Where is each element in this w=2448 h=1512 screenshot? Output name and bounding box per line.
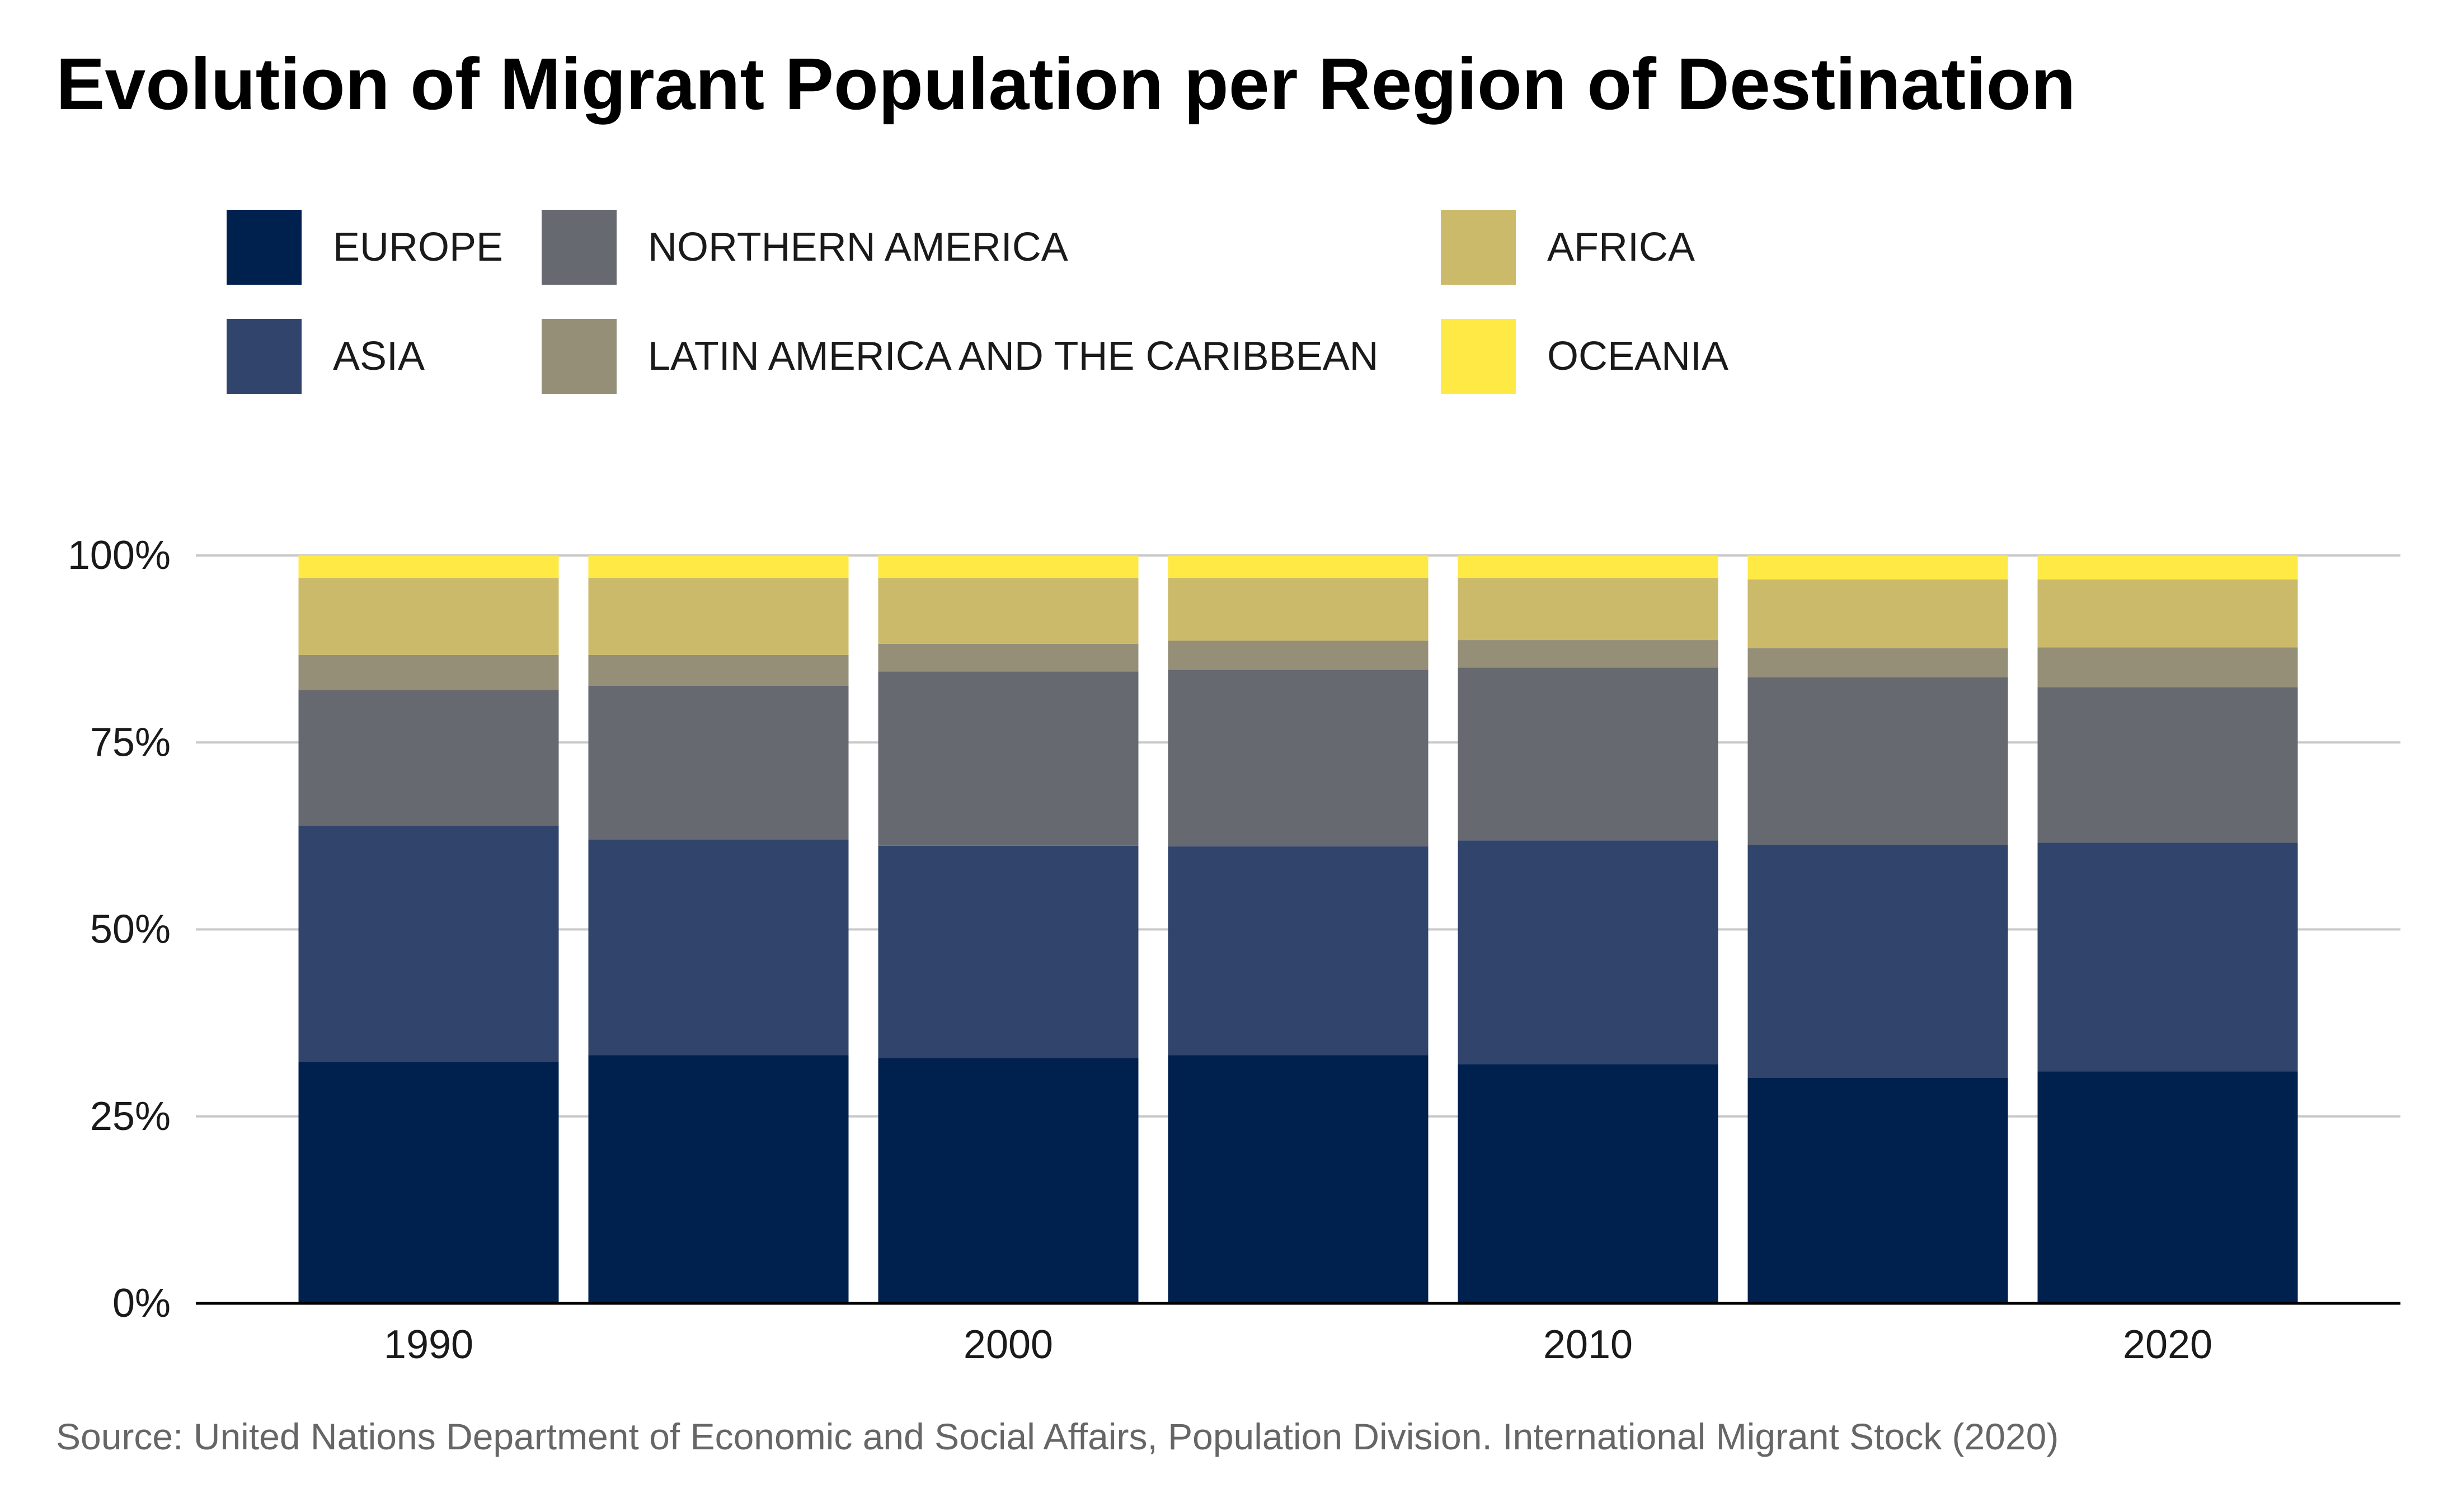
bar-europe-2015: [1747, 1077, 2008, 1303]
bar-oceania-2000: [878, 555, 1139, 578]
bar-latin-america-and-the-caribbean-2015: [1747, 648, 2008, 677]
bar-europe-2000: [878, 1058, 1139, 1303]
x-tick-label: 1990: [384, 1322, 473, 1367]
bar-oceania-2005: [1168, 555, 1429, 578]
bar-latin-america-and-the-caribbean-2010: [1458, 640, 1718, 668]
bar-latin-america-and-the-caribbean-1990: [298, 654, 559, 690]
bar-africa-2020: [2037, 579, 2298, 648]
x-tick-label: 2010: [1543, 1322, 1633, 1367]
x-tick-label: 2020: [2123, 1322, 2212, 1367]
bar-northern-america-2020: [2037, 687, 2298, 843]
bar-europe-1995: [588, 1055, 849, 1303]
bar-latin-america-and-the-caribbean-2000: [878, 643, 1139, 672]
legend-label-africa: AFRICA: [1547, 225, 1695, 270]
legend-swatch-africa: [1441, 210, 1516, 285]
legend-swatch-northern-america: [542, 210, 617, 285]
bar-africa-1995: [588, 578, 849, 655]
bar-africa-2015: [1747, 579, 2008, 648]
source-note: Source: United Nations Department of Eco…: [56, 1416, 2059, 1457]
bar-oceania-2010: [1458, 555, 1718, 578]
legend-swatch-oceania: [1441, 319, 1516, 394]
bar-oceania-2015: [1747, 555, 2008, 580]
bar-northern-america-2015: [1747, 677, 2008, 845]
legend-item-oceania: OCEANIA: [1441, 319, 1728, 394]
bar-asia-2015: [1747, 845, 2008, 1078]
legend-swatch-europe: [227, 210, 302, 285]
bar-oceania-1995: [588, 555, 849, 578]
legend-label-northern-america: NORTHERN AMERICA: [648, 225, 1068, 270]
bar-africa-2005: [1168, 578, 1429, 641]
bar-northern-america-1990: [298, 690, 559, 826]
y-tick-label: 100%: [68, 533, 171, 578]
bar-europe-2020: [2037, 1071, 2298, 1303]
legend-label-latin-america: LATIN AMERICA AND THE CARIBBEAN: [648, 334, 1379, 379]
bar-europe-2005: [1168, 1055, 1429, 1303]
bar-africa-2010: [1458, 578, 1718, 640]
legend-item-northern-america: NORTHERN AMERICA: [542, 210, 1068, 285]
y-tick-label: 25%: [90, 1094, 171, 1139]
bar-asia-2005: [1168, 846, 1429, 1056]
axes: 0% 25% 50% 75% 100% 1990 2000 2010 2020: [68, 533, 2400, 1367]
bar-northern-america-2005: [1168, 670, 1429, 847]
legend-label-asia: ASIA: [333, 334, 425, 379]
bar-stacks: [298, 555, 2298, 1303]
x-tick-label: 2000: [964, 1322, 1053, 1367]
y-tick-label: 0%: [112, 1281, 171, 1326]
y-tick-label: 75%: [90, 720, 171, 765]
legend-swatch-latin-america: [542, 319, 617, 394]
legend-label-europe: EUROPE: [333, 225, 504, 270]
legend-swatch-asia: [227, 319, 302, 394]
bar-africa-2000: [878, 578, 1139, 644]
bar-oceania-2020: [2037, 555, 2298, 580]
bar-asia-2010: [1458, 840, 1718, 1064]
legend-item-latin-america: LATIN AMERICA AND THE CARIBBEAN: [542, 319, 1379, 394]
bar-africa-1990: [298, 578, 559, 655]
bar-europe-1990: [298, 1062, 559, 1303]
bar-asia-2000: [878, 845, 1139, 1058]
legend-item-europe: EUROPE: [227, 210, 503, 285]
y-tick-label: 50%: [90, 907, 171, 952]
bar-northern-america-2010: [1458, 667, 1718, 841]
bar-northern-america-1995: [588, 685, 849, 840]
chart-title: Evolution of Migrant Population per Regi…: [56, 43, 2076, 125]
bar-latin-america-and-the-caribbean-1995: [588, 654, 849, 686]
bar-latin-america-and-the-caribbean-2005: [1168, 640, 1429, 670]
bar-northern-america-2000: [878, 671, 1139, 846]
bar-asia-2020: [2037, 842, 2298, 1072]
bar-latin-america-and-the-caribbean-2020: [2037, 647, 2298, 687]
legend-label-oceania: OCEANIA: [1547, 334, 1729, 379]
bar-europe-2010: [1458, 1064, 1718, 1303]
legend-item-africa: AFRICA: [1441, 210, 1695, 285]
legend-item-asia: ASIA: [227, 319, 425, 394]
bar-oceania-1990: [298, 555, 559, 578]
bar-asia-1990: [298, 825, 559, 1062]
stacked-bar-chart: 0% 25% 50% 75% 100% 1990 2000 2010 2020: [68, 533, 2400, 1367]
bar-asia-1995: [588, 840, 849, 1056]
